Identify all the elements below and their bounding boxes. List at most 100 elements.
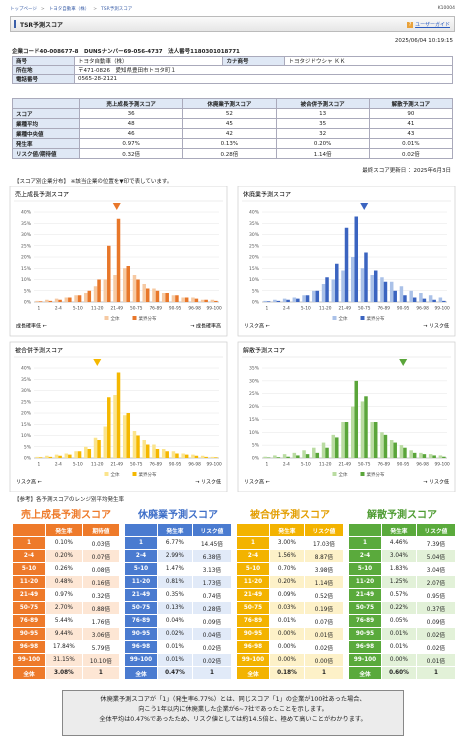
bar [68, 297, 72, 302]
range-row: 11-20 0.48% 0.16倍 [12, 575, 121, 589]
bar [122, 268, 127, 302]
bar [126, 266, 131, 302]
legend-label: 業界分布 [139, 471, 157, 478]
range-value: 0.00% [269, 653, 305, 667]
breadcrumb-item: TSR予測スコア [100, 7, 133, 12]
y-tick-label: 0% [24, 300, 32, 306]
x-tick-label: 99-100 [435, 306, 450, 312]
range-label: 5-10 [348, 562, 382, 576]
bar [194, 455, 199, 458]
bar [171, 295, 176, 302]
bar [132, 431, 137, 458]
x-tick-label: 1 [38, 462, 41, 468]
legend-swatch [132, 316, 137, 320]
bar [302, 450, 306, 458]
bar [373, 270, 378, 302]
x-tick-label: 2-4 [283, 306, 290, 312]
range-value: 0.08倍 [81, 562, 121, 576]
bar [335, 437, 339, 458]
bar [107, 397, 111, 458]
x-tick-label: 5-10 [301, 306, 311, 312]
bar [165, 451, 169, 458]
range-row: 50-75 2.70% 0.88倍 [12, 601, 121, 615]
x-tick-label: 76-89 [149, 462, 162, 468]
range-label: 90-95 [236, 627, 270, 641]
range-column: 発生率 [381, 523, 417, 537]
range-value: 0.60% [381, 666, 417, 680]
chart-title: 休廃業予測スコア [243, 191, 291, 199]
range-value: 0.47% [157, 666, 193, 680]
legend-swatch [332, 316, 337, 320]
y-tick-label: 25% [21, 399, 32, 405]
range-label: 50-75 [124, 601, 158, 615]
range-column: リスク値 [303, 523, 345, 537]
range-row: 21-49 0.35% 0.74倍 [124, 588, 233, 602]
guide-link[interactable]: ? ユーザーガイド [407, 21, 450, 28]
y-tick-label: 40% [21, 210, 32, 216]
info-label: カナ商号 [222, 56, 286, 66]
y-tick-label: 35% [249, 366, 260, 372]
y-tick-label: 15% [249, 266, 260, 272]
y-tick-label: 30% [21, 232, 32, 238]
bar [315, 452, 320, 458]
bar [184, 297, 189, 302]
y-tick-label: 20% [249, 255, 260, 261]
bar [155, 449, 160, 458]
range-label: 76-89 [348, 614, 382, 628]
range-header: 発生率 リスク値 [236, 523, 345, 537]
bar [282, 454, 287, 458]
range-row: 99-100 0.00% 0.01倍 [348, 653, 457, 667]
range-value: 1 [303, 666, 345, 680]
range-label: 5-10 [12, 562, 46, 576]
bar [142, 284, 146, 302]
chart-title: 売上成長予測スコア [15, 191, 69, 199]
x-tick-label: 99-100 [207, 462, 222, 468]
bar [161, 293, 166, 302]
x-tick-label: 96-98 [188, 306, 201, 312]
y-tick-label: 10% [249, 430, 260, 436]
score-column: 被合併予測スコア [275, 98, 370, 109]
score-row-label: 業種平均 [12, 118, 80, 129]
bar [389, 440, 394, 458]
range-value: 0.48% [45, 575, 83, 589]
note-line: 向こう1年以内に休廃業した企業が6~7社であったことを示します。 [138, 706, 328, 713]
bar [181, 453, 185, 458]
x-label-left: リスク高 ← [244, 479, 270, 486]
score-value: 0.01% [368, 138, 454, 149]
info-row: 所在地 〒471-0826 愛知県豊田市トヨタ町１ [12, 65, 453, 75]
bar [113, 275, 117, 302]
range-label: 50-75 [236, 601, 270, 615]
range-table-title: 売上成長予測スコア [21, 510, 111, 521]
range-label: 50-75 [348, 601, 382, 615]
range-value: 0.04% [157, 614, 193, 628]
legend-label: 業界分布 [367, 315, 385, 322]
range-label: 2-4 [348, 549, 382, 563]
range-value: 0.97% [45, 588, 83, 602]
bar [77, 295, 82, 302]
x-label-left: 成長確率低 ← [16, 323, 47, 330]
bar [122, 415, 127, 458]
x-tick-label: 99-100 [207, 306, 222, 312]
range-row: 21-49 0.97% 0.32倍 [12, 588, 121, 602]
bar [97, 279, 101, 302]
range-value: 1.25% [381, 575, 417, 589]
range-column: 期待値 [81, 523, 121, 537]
bar [364, 396, 368, 458]
score-value: 42 [182, 128, 277, 139]
range-value: 1.83% [381, 562, 417, 576]
range-table-title: 解散予測スコア [367, 510, 437, 521]
x-tick-label: 90-95 [397, 462, 410, 468]
score-row: 業種平均 48 45 35 41 [12, 118, 454, 129]
range-row: 2-4 1.56% 8.87倍 [236, 549, 345, 563]
range-value: 17.84% [45, 640, 83, 654]
x-tick-label: 96-98 [416, 306, 429, 312]
bar [364, 252, 368, 302]
y-tick-label: 5% [252, 288, 260, 294]
info-label: 所在地 [12, 65, 75, 75]
score-value: 46 [78, 128, 184, 139]
range-value: 0.20% [45, 549, 83, 563]
chart: 売上成長予測スコア 0% 5% 10% 15% 20% 25% 30% 35% 40% 1 2-4 5-… [9, 186, 228, 337]
range-value: 2.99% [157, 549, 193, 563]
y-tick-label: 35% [249, 221, 260, 227]
y-tick-label: 0% [252, 300, 260, 306]
